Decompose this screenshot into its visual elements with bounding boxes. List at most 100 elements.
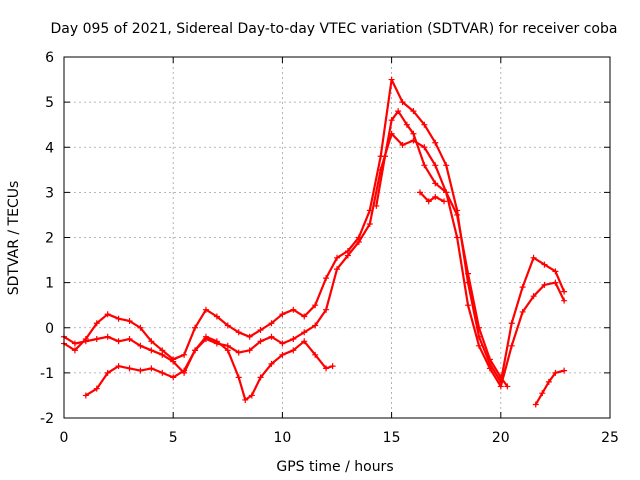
data-point (235, 349, 242, 356)
data-point (148, 365, 155, 372)
data-point (279, 340, 286, 347)
series-line (534, 369, 566, 406)
data-point (519, 308, 526, 315)
data-point (366, 207, 373, 214)
data-point (170, 374, 177, 381)
data-series (61, 76, 568, 408)
series-track-3 (82, 333, 336, 403)
data-point (290, 347, 297, 354)
data-point (137, 367, 144, 374)
data-point (235, 374, 242, 381)
data-point (329, 363, 336, 370)
y-tick-label: 0 (45, 321, 54, 337)
data-point (312, 322, 319, 329)
data-point (355, 234, 362, 241)
data-point (344, 248, 351, 255)
data-point (246, 347, 253, 354)
data-point (541, 281, 548, 288)
data-point (432, 180, 439, 187)
series-track-4 (373, 108, 511, 390)
data-point (104, 369, 111, 376)
data-point (388, 117, 395, 124)
data-point (235, 329, 242, 336)
data-point (192, 347, 199, 354)
data-point (475, 342, 482, 349)
data-point (552, 268, 559, 275)
data-point (137, 342, 144, 349)
data-point (93, 320, 100, 327)
y-tick-label: 5 (45, 95, 54, 111)
data-point (388, 76, 395, 83)
data-point (257, 338, 264, 345)
data-point (532, 401, 539, 408)
data-point (497, 374, 504, 381)
x-tick-label: 10 (273, 430, 291, 446)
data-point (399, 141, 406, 148)
series-track-2 (61, 76, 568, 385)
series-track-6 (532, 367, 568, 408)
series-line (84, 335, 334, 401)
data-point (93, 385, 100, 392)
data-point (508, 342, 515, 349)
data-point (421, 162, 428, 169)
data-point (290, 306, 297, 313)
x-tick-label: 20 (492, 430, 510, 446)
grid (64, 57, 610, 418)
series-track-5 (416, 189, 448, 205)
data-point (115, 338, 122, 345)
data-point (545, 378, 552, 385)
data-point (115, 363, 122, 370)
data-point (432, 162, 439, 169)
data-point (246, 333, 253, 340)
data-point (224, 347, 231, 354)
data-point (421, 121, 428, 128)
data-point (290, 336, 297, 343)
data-point (323, 275, 330, 282)
data-point (486, 356, 493, 363)
y-axis-label: SDTVAR / TECUs (6, 181, 22, 296)
data-point (148, 338, 155, 345)
data-point (443, 189, 450, 196)
y-tick-label: 3 (45, 185, 54, 201)
data-point (202, 306, 209, 313)
x-tick-label: 15 (383, 430, 401, 446)
data-point (504, 383, 511, 390)
data-point (443, 162, 450, 169)
y-tick-label: 2 (45, 231, 54, 247)
data-point (104, 333, 111, 340)
data-point (410, 130, 417, 137)
data-point (279, 351, 286, 358)
data-point (334, 266, 340, 273)
chart-title: Day 095 of 2021, Sidereal Day-to-day VTE… (51, 21, 618, 37)
data-point (268, 360, 275, 367)
x-tick-label: 25 (601, 430, 619, 446)
series-line (62, 132, 566, 388)
data-point (530, 254, 537, 261)
data-point (104, 311, 111, 318)
data-point (410, 108, 417, 115)
data-point (115, 315, 122, 322)
data-point (301, 329, 308, 336)
data-point (192, 324, 199, 331)
data-point (257, 327, 264, 334)
data-point (519, 284, 526, 291)
data-point (552, 369, 559, 376)
data-point (432, 139, 439, 146)
y-tick-label: 1 (45, 276, 54, 292)
data-point (530, 293, 537, 300)
data-point (213, 338, 220, 345)
data-point (508, 320, 515, 327)
data-point (71, 347, 78, 354)
data-point (126, 365, 133, 372)
data-point (126, 317, 133, 324)
data-point (148, 347, 155, 354)
data-point (279, 311, 286, 318)
data-point (395, 108, 402, 115)
data-point (170, 356, 177, 363)
series-line (62, 78, 566, 383)
series-line (418, 191, 446, 203)
y-tick-label: 6 (45, 50, 54, 66)
data-point (268, 333, 275, 340)
data-point (159, 369, 166, 376)
